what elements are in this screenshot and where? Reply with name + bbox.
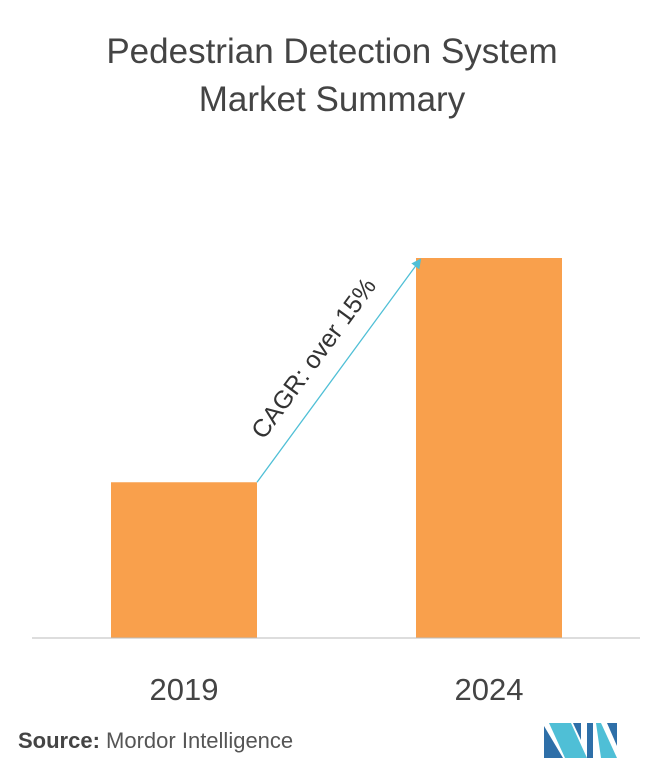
chart-title-line-2: Market Summary — [198, 80, 466, 119]
chart-title-line-1: Pedestrian Detection System — [106, 32, 558, 71]
x-tick-label-2019: 2019 — [150, 672, 219, 707]
mordor-intelligence-logo — [544, 723, 617, 758]
source-note: Source: Mordor Intelligence — [18, 728, 293, 754]
source-text: Mordor Intelligence — [106, 728, 294, 753]
cagr-arrow — [256, 258, 422, 483]
source-label: Source: — [18, 728, 100, 753]
chart-title: Pedestrian Detection System Market Summa… — [0, 28, 664, 124]
bar-2024 — [416, 258, 562, 638]
bar-2019 — [111, 482, 257, 638]
cagr-annotation: CAGR: over 15% — [246, 273, 382, 444]
x-tick-label-2024: 2024 — [455, 672, 524, 707]
